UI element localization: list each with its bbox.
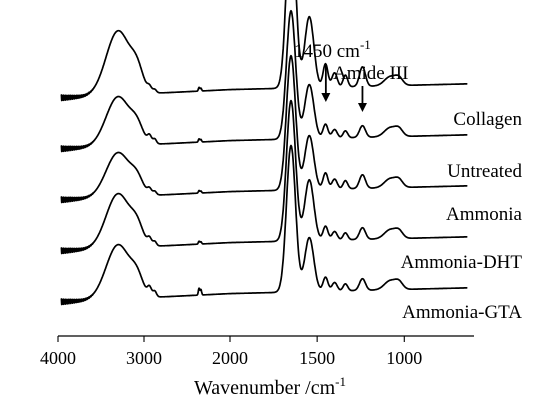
series-label-collagen: Collagen (453, 109, 522, 130)
x-tick-label-1000: 1000 (386, 348, 422, 368)
x-axis-title-sup: -1 (335, 374, 346, 389)
spectrum-untreated (60, 9, 468, 153)
annotation-1450-cm: 1450 cm-1 (294, 37, 371, 62)
series-label-ammonia: Ammonia (446, 204, 523, 225)
x-ticks: 4000 3000 2000 1500 1000 (40, 336, 422, 368)
annotation-arrowhead-amide-iii (357, 103, 367, 112)
series-labels: Collagen Untreated Ammonia Ammonia-DHT Ammon… (401, 109, 523, 323)
x-axis-title: Wavenumber /cm-1 (194, 374, 346, 399)
spectrum-collagen (60, 0, 468, 102)
x-tick-label-3000: 3000 (126, 348, 162, 368)
spectrum-ammonia-gta (60, 144, 468, 306)
spectrum-ammonia (60, 54, 468, 204)
x-tick-label-4000: 4000 (40, 348, 76, 368)
spectra-group (60, 0, 468, 306)
annotation-amide-iii: Amide III (333, 63, 408, 84)
x-tick-label-2000: 2000 (212, 348, 248, 368)
series-label-untreated: Untreated (447, 161, 522, 182)
x-axis-title-text: Wavenumber /cm (194, 377, 336, 399)
series-label-ammonia-gta: Ammonia-GTA (402, 302, 522, 323)
x-tick-label-1500: 1500 (299, 348, 335, 368)
annotation-arrowhead-1450-cm (321, 93, 331, 102)
spectrum-ammonia-dht (60, 99, 468, 255)
series-label-ammonia-dht: Ammonia-DHT (401, 252, 523, 273)
